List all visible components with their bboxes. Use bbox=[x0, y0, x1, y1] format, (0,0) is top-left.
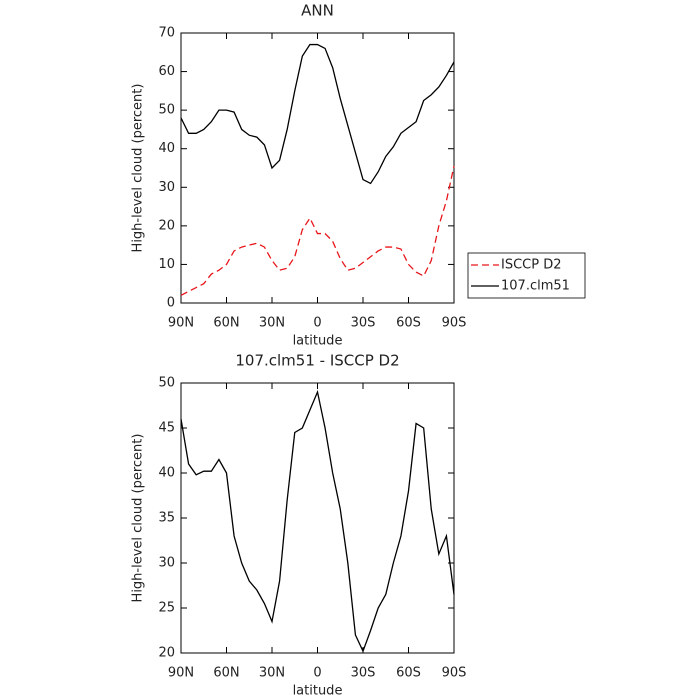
legend-box bbox=[467, 252, 586, 299]
y-tick-label: 60 bbox=[158, 64, 175, 79]
x-tick-label: 30N bbox=[259, 666, 285, 681]
y-tick-label: 25 bbox=[158, 601, 175, 616]
y-tick-label: 50 bbox=[158, 376, 175, 391]
x-tick-label: 60S bbox=[396, 666, 421, 681]
y-tick-label: 50 bbox=[158, 103, 175, 118]
plot-frame bbox=[180, 32, 455, 304]
y-tick-label: 20 bbox=[158, 218, 175, 233]
y-tick-label: 45 bbox=[158, 421, 175, 436]
x-tick-label: 90N bbox=[168, 666, 194, 681]
legend-label: ISCCP D2 bbox=[501, 258, 562, 273]
legend-label: 107.clm51 bbox=[501, 279, 570, 294]
x-tick-label: 30S bbox=[351, 666, 376, 681]
y-tick-label: 40 bbox=[158, 141, 175, 156]
y-tick-label: 35 bbox=[158, 511, 175, 526]
data-line bbox=[180, 165, 455, 296]
y-axis-label: High-level cloud (percent) bbox=[131, 84, 146, 253]
x-tick-label: 60N bbox=[213, 666, 239, 681]
plot-frame bbox=[180, 382, 455, 654]
y-axis-label: High-level cloud (percent) bbox=[131, 434, 146, 603]
x-tick-label: 90N bbox=[168, 316, 194, 331]
chart-title: ANN bbox=[301, 2, 334, 20]
x-tick-label: 30N bbox=[259, 316, 285, 331]
y-tick-label: 40 bbox=[158, 466, 175, 481]
y-tick-label: 20 bbox=[158, 646, 175, 661]
data-line bbox=[180, 43, 455, 185]
x-tick-label: 60N bbox=[213, 316, 239, 331]
x-tick-label: 30S bbox=[351, 316, 376, 331]
x-axis-label: latitude bbox=[293, 684, 343, 699]
y-tick-label: 10 bbox=[158, 257, 175, 272]
data-line bbox=[180, 389, 455, 653]
x-axis-label: latitude bbox=[293, 334, 343, 349]
x-tick-label: 0 bbox=[313, 666, 321, 681]
x-tick-label: 0 bbox=[313, 316, 321, 331]
x-tick-label: 90S bbox=[442, 316, 467, 331]
y-tick-label: 30 bbox=[158, 180, 175, 195]
y-tick-label: 0 bbox=[167, 296, 175, 311]
y-tick-label: 30 bbox=[158, 556, 175, 571]
x-tick-label: 90S bbox=[442, 666, 467, 681]
y-tick-label: 70 bbox=[158, 26, 175, 41]
chart-title: 107.clm51 - ISCCP D2 bbox=[235, 352, 399, 370]
x-tick-label: 60S bbox=[396, 316, 421, 331]
